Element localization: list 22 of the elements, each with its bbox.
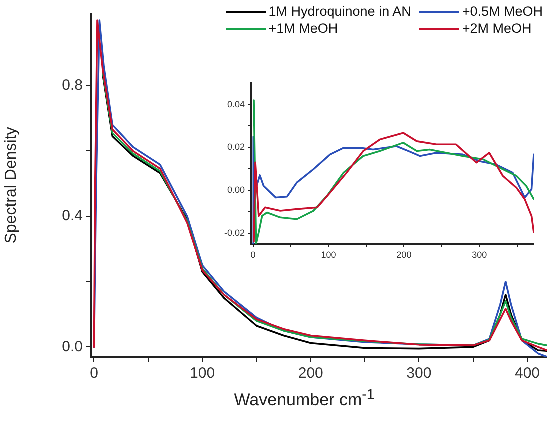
y-tick-label: 0.0: [62, 338, 83, 356]
x-tick-label: 400: [514, 365, 540, 382]
y-axis-title: Spectral Density: [3, 127, 20, 244]
x-axis-title: Wavenumber cm$^{-1}$: [233, 387, 376, 411]
x-tick-label: 200: [396, 250, 412, 260]
x-tick-label: 200: [298, 365, 324, 382]
y-tick-label: 0.8: [62, 77, 83, 94]
legend-label: +0.5M MeOH: [462, 4, 543, 19]
x-tick-label: 0: [90, 365, 98, 382]
x-tick-label: 0: [250, 250, 256, 260]
y-tick-label: 0.02: [227, 142, 245, 152]
x-tick-label: 300: [406, 365, 432, 382]
x-tick-label: 100: [190, 365, 216, 382]
legend-label: +2M MeOH: [462, 21, 532, 36]
y-tick-label: 0.00: [227, 184, 245, 195]
x-tick-label: 100: [321, 250, 336, 260]
y-tick-label: 0.04: [227, 99, 245, 110]
legend-label: 1M Hydroquinone in AN: [268, 4, 412, 19]
legend-label: +1M MeOH: [268, 21, 338, 36]
y-tick-label: 0.4: [62, 208, 83, 225]
x-tick-label: 300: [472, 250, 488, 260]
y-tick-label: -0.02: [224, 228, 245, 238]
